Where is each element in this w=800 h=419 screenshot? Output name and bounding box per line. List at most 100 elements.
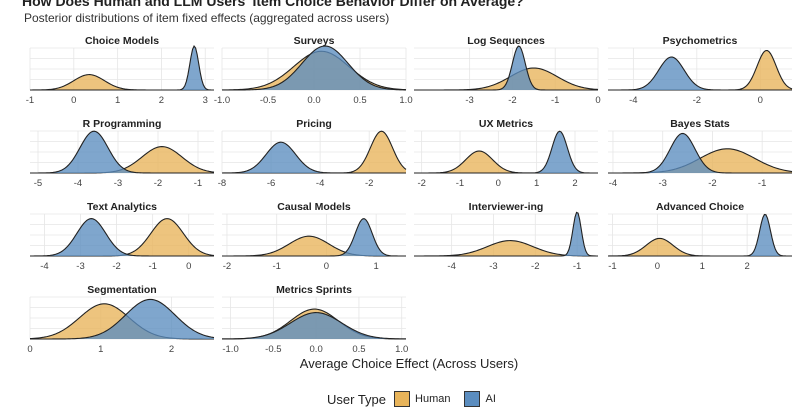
ai-density-line xyxy=(29,218,214,257)
x-tick-label: 0.5 xyxy=(353,95,366,106)
panel-text-analytics: Text Analytics -4 -3 -2 -1 0 xyxy=(29,201,215,272)
panel-title: Causal Models xyxy=(277,201,351,213)
ai-density-line xyxy=(608,56,792,91)
ai-density-line xyxy=(222,45,407,91)
x-tick-label: 1 xyxy=(700,261,705,272)
panel-segmentation: Segmentation 0 1 2 xyxy=(27,284,215,355)
panel-interviewer-ing: Interviewer-ing -4 -3 -2 -1 xyxy=(414,201,598,272)
x-tick-label: 0.0 xyxy=(307,95,320,106)
x-tick-label: -3 xyxy=(76,261,84,272)
human-density-fill xyxy=(414,68,598,90)
panel-title: Segmentation xyxy=(87,284,156,296)
x-tick-label: 0 xyxy=(655,261,660,272)
x-tick-label: 3 xyxy=(203,95,208,106)
ai-density-fill xyxy=(30,218,214,256)
human-density-fill xyxy=(414,151,598,173)
legend: User Type Human AI xyxy=(327,389,510,409)
x-tick-label: 0 xyxy=(186,261,191,272)
x-tick-label: 0 xyxy=(758,95,763,106)
x-tick-label: -1.0 xyxy=(214,95,230,106)
x-tick-label: -1 xyxy=(456,178,464,189)
ai-density-line xyxy=(414,211,598,257)
human-density-fill xyxy=(608,50,792,90)
x-tick-label: 1 xyxy=(374,261,379,272)
x-tick-label: 2 xyxy=(744,261,749,272)
human-density-fill xyxy=(30,74,214,90)
x-tick-label: -4 xyxy=(74,178,82,189)
x-tick-label: 0 xyxy=(496,178,501,189)
ai-density-line xyxy=(414,45,598,91)
legend-ai-swatch xyxy=(464,391,481,407)
ai-density-fill xyxy=(30,131,214,173)
x-tick-label: 0 xyxy=(324,261,329,272)
x-tick-label: 1.0 xyxy=(399,95,412,106)
x-tick-label: -4 xyxy=(316,178,324,189)
x-tick-label: -1 xyxy=(608,261,616,272)
x-tick-label: 2 xyxy=(169,344,174,355)
x-tick-label: 1 xyxy=(98,344,103,355)
ai-density-fill xyxy=(608,214,792,256)
x-tick-label: -2 xyxy=(417,178,425,189)
ai-density-line xyxy=(30,130,214,174)
x-tick-label: 0 xyxy=(595,95,600,106)
ai-density-fill xyxy=(30,299,214,339)
human-density-fill xyxy=(222,236,406,256)
panel-causal-models: Causal Models -2 -1 0 1 xyxy=(222,201,406,272)
x-axis-label: Average Choice Effect (Across Users) xyxy=(300,356,518,371)
x-tick-label: -0.5 xyxy=(260,95,276,106)
x-tick-label: 1 xyxy=(115,95,120,106)
panel-title: Surveys xyxy=(294,35,335,47)
panel-title: Log Sequences xyxy=(467,35,545,47)
panel-ux-metrics: UX Metrics -2 -1 0 1 2 xyxy=(414,118,598,189)
x-tick-label: -2 xyxy=(508,95,516,106)
ai-density-fill xyxy=(222,142,406,173)
ai-density-line xyxy=(30,298,215,340)
x-tick-label: -6 xyxy=(267,178,275,189)
panel-advanced-choice: Advanced Choice -1 0 1 2 xyxy=(607,201,792,272)
x-tick-label: 2 xyxy=(159,95,164,106)
x-tick-label: 0 xyxy=(27,344,32,355)
ai-density-fill xyxy=(414,131,598,173)
legend-title: User Type xyxy=(327,391,387,407)
x-tick-label: -3 xyxy=(465,95,473,106)
x-tick-label: -2 xyxy=(531,261,539,272)
ai-density-line xyxy=(414,130,598,174)
x-tick-label: -4 xyxy=(40,261,48,272)
x-tick-label: -2 xyxy=(365,178,373,189)
x-tick-label: -1.0 xyxy=(222,344,238,355)
x-tick-label: -2 xyxy=(112,261,120,272)
x-tick-label: -0.5 xyxy=(265,344,281,355)
x-tick-label: 2 xyxy=(572,178,577,189)
panel-title: Advanced Choice xyxy=(656,201,744,213)
x-tick-label: -4 xyxy=(609,178,617,189)
panel-choice-models: Choice Models -1 0 1 2 3 xyxy=(26,35,215,106)
ai-density-line xyxy=(221,312,407,340)
ai-density-fill xyxy=(222,218,406,256)
panel-title: R Programming xyxy=(83,118,162,130)
chart-title: How Does Human and LLM Users' Item Choic… xyxy=(22,0,524,9)
x-tick-label: -1 xyxy=(758,178,766,189)
x-tick-label: -4 xyxy=(629,95,637,106)
x-tick-label: 0.0 xyxy=(310,344,323,355)
ai-density-fill xyxy=(30,46,214,90)
x-tick-label: -1 xyxy=(551,95,559,106)
ai-density-line xyxy=(30,45,215,91)
x-tick-label: -2 xyxy=(223,261,231,272)
ai-density-line xyxy=(221,141,406,174)
ai-density-fill xyxy=(608,133,792,173)
panel-psychometrics: Psychometrics -4 -2 0 xyxy=(608,35,793,106)
ai-density-fill xyxy=(222,46,406,90)
panel-surveys: Surveys -1.0 -0.5 0.0 0.5 1.0 xyxy=(214,35,413,106)
panel-r-programming: R Programming -5 -4 -3 -2 -1 xyxy=(30,118,215,189)
x-tick-label: -1 xyxy=(573,261,581,272)
x-tick-label: -2 xyxy=(154,178,162,189)
legend-ai-label: AI xyxy=(485,393,496,405)
x-tick-label: -4 xyxy=(447,261,455,272)
human-density-fill xyxy=(414,240,598,256)
x-tick-label: -3 xyxy=(114,178,122,189)
ai-density-fill xyxy=(414,212,598,256)
x-tick-label: 0 xyxy=(71,95,76,106)
legend-human-label: Human xyxy=(415,393,451,405)
human-density-fill xyxy=(222,131,406,173)
